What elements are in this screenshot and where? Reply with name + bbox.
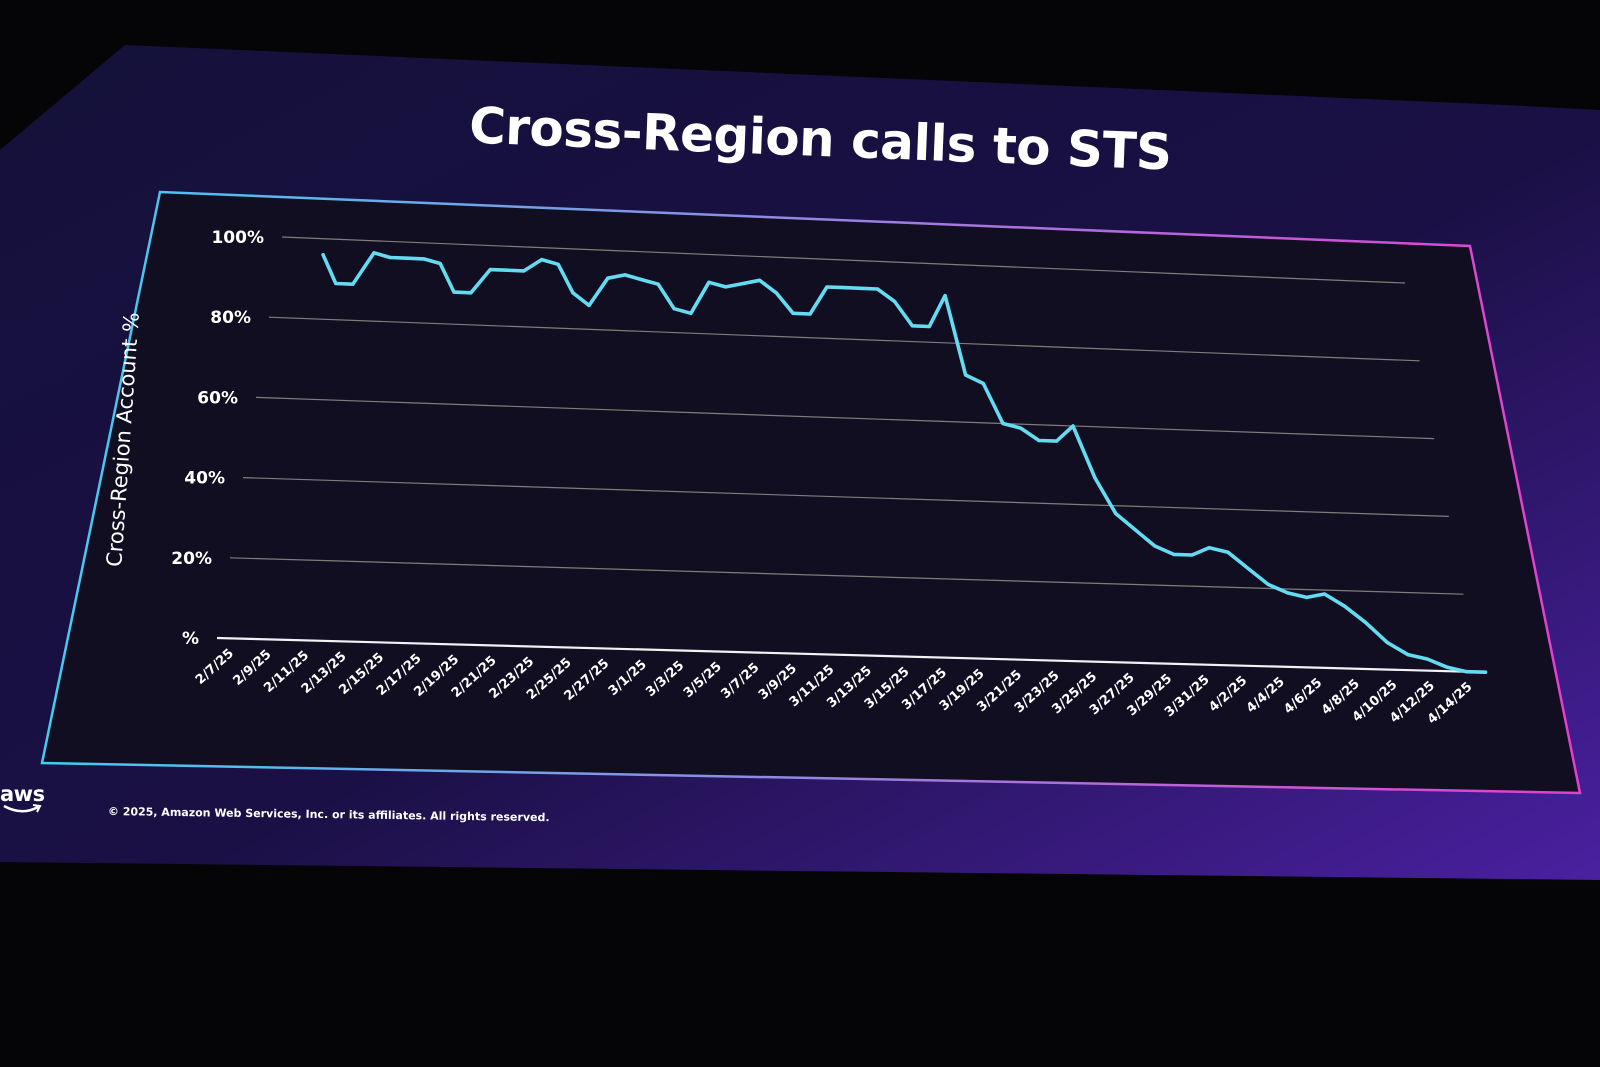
data-point (774, 291, 778, 295)
data-point (791, 311, 795, 315)
data-point (587, 303, 591, 307)
data-point (724, 285, 728, 289)
x-tick-label: 4/4/25 (1244, 674, 1288, 716)
aws-logo-text: aws (0, 782, 45, 806)
data-point (1190, 553, 1194, 557)
data-point (1093, 476, 1097, 480)
data-point (910, 324, 914, 328)
gridline-80 (268, 316, 1420, 362)
data-point (1483, 670, 1488, 674)
y-tick-label: 40% (184, 469, 225, 489)
data-point (505, 268, 509, 272)
data-point (1172, 552, 1176, 557)
data-point (1071, 424, 1075, 428)
gridline-40 (242, 477, 1449, 517)
data-point (758, 278, 762, 282)
data-point (1465, 670, 1469, 674)
data-point (1305, 595, 1309, 600)
data-point (469, 291, 473, 295)
aws-smile-icon (3, 804, 42, 813)
data-point (452, 290, 456, 294)
data-point (893, 299, 897, 304)
y-tick-label: 80% (210, 308, 251, 328)
data-point (556, 262, 560, 266)
data-point (372, 251, 376, 255)
data-point (943, 294, 947, 298)
data-point (351, 282, 355, 286)
x-tick-label: 3/7/25 (718, 660, 762, 702)
data-point (321, 253, 325, 257)
data-point (1322, 592, 1327, 596)
data-point (488, 268, 492, 272)
data-point (1385, 640, 1389, 645)
data-point (388, 255, 392, 260)
x-tick-label: 3/1/25 (606, 657, 650, 699)
data-point (927, 324, 931, 329)
data-point (1363, 620, 1368, 625)
data-point (623, 273, 627, 277)
y-tick-label: 20% (171, 549, 212, 569)
x-tick-label: 2/7/25 (193, 646, 237, 688)
data-point (672, 307, 676, 311)
data-point (1019, 426, 1023, 430)
data-point (1406, 653, 1410, 657)
data-point (438, 261, 442, 266)
data-point (334, 281, 338, 286)
data-point (540, 258, 544, 262)
data-point (1266, 582, 1270, 587)
x-tick-label: 4/2/25 (1206, 673, 1250, 715)
series-line-0 (321, 251, 1488, 675)
data-point (1343, 604, 1347, 608)
data-point (1207, 546, 1211, 550)
data-point (1445, 665, 1449, 669)
data-point (1286, 591, 1290, 595)
aws-logo: aws (0, 782, 45, 823)
gridline-20 (229, 557, 1464, 595)
data-point (1001, 421, 1005, 426)
data-point (808, 312, 812, 316)
data-point (1226, 550, 1230, 554)
data-point (1153, 544, 1157, 548)
data-point (1037, 438, 1041, 443)
data-point (842, 286, 846, 290)
y-axis-label: Cross-Region Account % (102, 311, 144, 567)
y-tick-label: 100% (211, 228, 264, 248)
data-point (1425, 657, 1429, 661)
data-point (981, 381, 985, 386)
y-tick-label: % (182, 629, 199, 649)
data-point (1055, 439, 1059, 443)
data-point (875, 287, 880, 291)
x-tick-label: 3/5/25 (681, 659, 725, 701)
data-point (707, 280, 711, 284)
data-point (1246, 566, 1250, 571)
data-point (639, 278, 644, 282)
data-point (1114, 511, 1118, 516)
data-point (859, 286, 863, 290)
y-tick-label: 60% (197, 388, 238, 408)
data-point (571, 291, 575, 295)
x-tick-label: 4/6/25 (1281, 675, 1325, 717)
data-point (422, 257, 426, 261)
data-point (522, 269, 526, 273)
data-point (606, 276, 610, 280)
data-point (964, 373, 968, 377)
gridline-0 (216, 636, 1479, 674)
gridline-60 (255, 396, 1435, 440)
data-point (405, 256, 409, 260)
data-point (656, 282, 660, 286)
data-point (825, 285, 829, 289)
gridline-100 (281, 236, 1406, 284)
x-tick-label: 3/3/25 (643, 658, 687, 700)
data-point (689, 311, 693, 315)
chart-frame (40, 190, 1582, 795)
data-point (741, 282, 745, 286)
data-point (1133, 528, 1137, 532)
